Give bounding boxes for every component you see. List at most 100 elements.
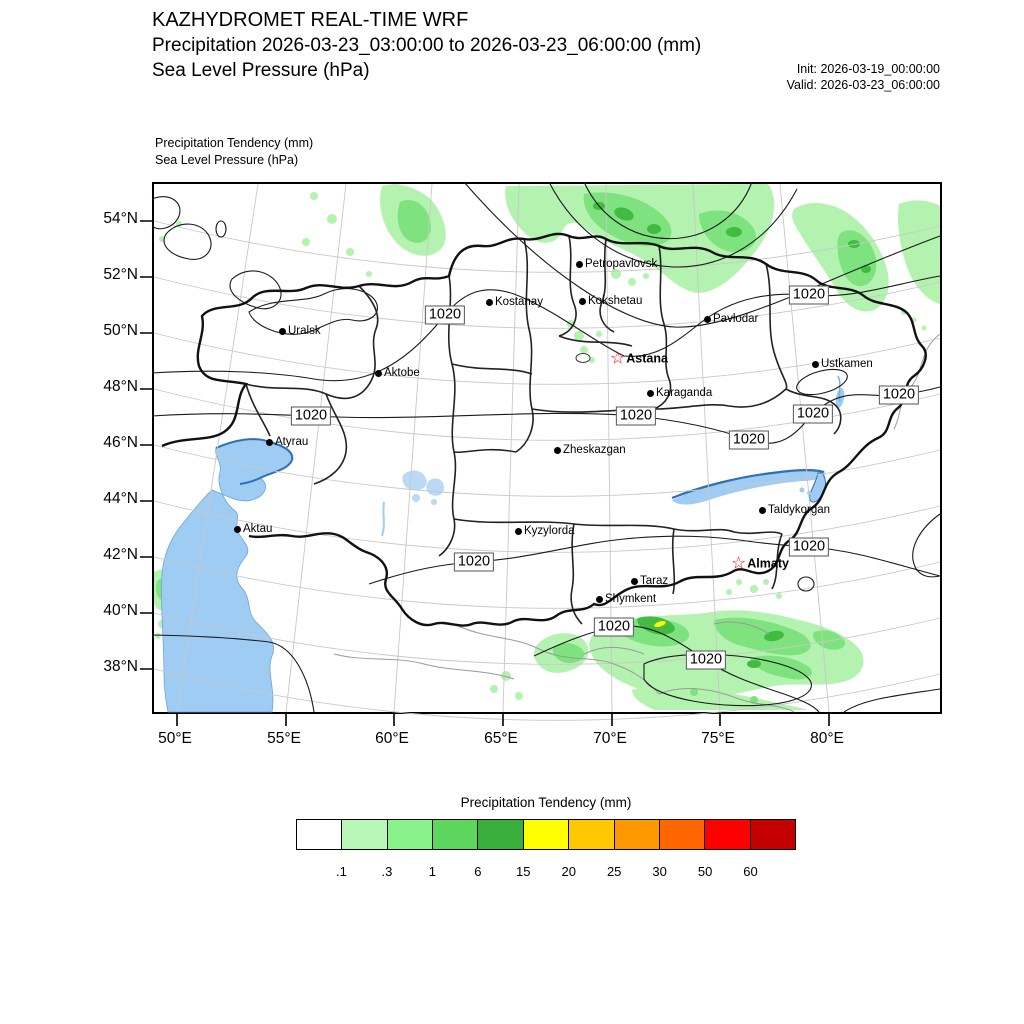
city-petropavlovsk: Petropavlovsk bbox=[576, 258, 657, 270]
colorbar-tick: 15 bbox=[516, 864, 531, 879]
city-label: Aktobe bbox=[384, 367, 420, 379]
map-canvas bbox=[140, 181, 941, 726]
valid-time: Valid: 2026-03-23_06:00:00 bbox=[786, 77, 940, 92]
pressure-label-layer: 1020 1020 1020 1020 1020 1020 1020 1020 1020 1020… bbox=[154, 184, 940, 712]
city-dot-icon bbox=[266, 438, 273, 446]
pressure-label: 1020 bbox=[728, 430, 770, 450]
header: KAZHYDROMET REAL-TIME WRF Precipitation … bbox=[152, 7, 701, 83]
legend-slp-line: Sea Level Pressure (hPa) bbox=[155, 152, 299, 167]
city-label: Kostanay bbox=[495, 296, 543, 308]
colorbar-tick: 25 bbox=[606, 864, 622, 879]
city-label: Almaty bbox=[747, 556, 789, 570]
city-label: Kokshetau bbox=[588, 295, 643, 307]
colorbar-cell bbox=[433, 820, 479, 849]
city-label: Karaganda bbox=[656, 387, 713, 399]
city-taldykorgan: Taldykorgan bbox=[759, 504, 830, 516]
slp-subtitle: Sea Level Pressure (hPa) bbox=[152, 60, 370, 81]
lon-label: 65°E bbox=[484, 730, 518, 747]
pressure-label: 1020 bbox=[615, 406, 657, 426]
lon-label: 70°E bbox=[593, 730, 627, 747]
city-dot-icon bbox=[759, 506, 766, 514]
colorbar-tick: 60 bbox=[743, 864, 758, 879]
city-ustkamen: Ustkamen bbox=[812, 358, 873, 370]
city-pavlodar: Pavlodar bbox=[704, 313, 758, 325]
colorbar-cell bbox=[342, 820, 388, 849]
colorbar-title: Precipitation Tendency (mm) bbox=[460, 795, 632, 810]
city-dot-icon bbox=[234, 525, 241, 533]
city-aktobe: Aktobe bbox=[375, 367, 420, 379]
city-dot-icon bbox=[576, 260, 583, 268]
pressure-label: 1020 bbox=[424, 305, 466, 325]
colorbar-tick: .1 bbox=[336, 864, 347, 879]
oblast-borders bbox=[245, 235, 842, 625]
lat-label: 50°N bbox=[103, 322, 138, 339]
colorbar-cell bbox=[523, 820, 570, 849]
city-dot-icon bbox=[704, 315, 711, 323]
lon-label: 55°E bbox=[267, 730, 301, 747]
precip-yellow-spot bbox=[654, 620, 666, 628]
lat-label: 38°N bbox=[103, 658, 138, 675]
lat-label: 42°N bbox=[103, 546, 138, 563]
city-taraz: Taraz bbox=[631, 575, 668, 587]
city-dot-icon bbox=[631, 577, 638, 585]
city-dot-icon bbox=[647, 389, 654, 397]
colorbar-cells bbox=[296, 819, 796, 850]
init-time: Init: 2026-03-19_00:00:00 bbox=[796, 62, 940, 76]
city-dot-icon bbox=[554, 446, 561, 454]
city-label: Aktau bbox=[243, 523, 273, 535]
city-label: Petropavlovsk bbox=[585, 258, 658, 270]
map-legend: Precipitation Tendency (mm) Sea Level Pr… bbox=[155, 135, 313, 168]
axis-ticks bbox=[140, 220, 830, 726]
colorbar-cell bbox=[614, 820, 660, 849]
city-label: Astana bbox=[626, 351, 668, 365]
lon-label: 75°E bbox=[701, 730, 735, 747]
syr-darya-river bbox=[381, 501, 385, 537]
pressure-label: 1020 bbox=[593, 617, 635, 637]
colorbar-tick: 1 bbox=[428, 864, 436, 879]
lon-label: 50°E bbox=[158, 730, 192, 747]
city-dot-icon bbox=[279, 327, 286, 335]
irtysh-river bbox=[837, 375, 841, 403]
country-border bbox=[161, 232, 927, 627]
city-dot-icon bbox=[486, 298, 493, 306]
city-label: Pavlodar bbox=[713, 313, 759, 325]
map-frame: 1020 1020 1020 1020 1020 1020 1020 1020 1020 1020… bbox=[140, 181, 942, 726]
city-dot-icon bbox=[375, 369, 382, 377]
init-valid-block: Init: 2026-03-19_00:00:00 Valid: 2026-03… bbox=[787, 62, 940, 93]
colorbar-cell bbox=[750, 820, 795, 849]
city-almaty: ☆ Almaty bbox=[731, 555, 789, 572]
lon-label: 60°E bbox=[375, 730, 409, 747]
city-label: Kyzylorda bbox=[524, 525, 575, 537]
pressure-label: 1020 bbox=[788, 285, 830, 305]
city-label: Shymkent bbox=[605, 593, 657, 605]
legend-precip-line: Precipitation Tendency (mm) bbox=[155, 136, 314, 150]
city-dot-icon bbox=[596, 595, 603, 603]
lat-label: 46°N bbox=[103, 434, 138, 451]
city-kyzylorda: Kyzylorda bbox=[515, 525, 575, 537]
city-label: Atyrau bbox=[275, 436, 309, 448]
city-aktau: Aktau bbox=[234, 523, 272, 535]
city-shymkent: Shymkent bbox=[596, 593, 656, 605]
precip-period-subtitle: Precipitation 2026-03-23_03:00:00 to 202… bbox=[152, 35, 702, 56]
city-dot-icon bbox=[579, 297, 586, 305]
city-astana: ☆ Astana bbox=[610, 350, 668, 367]
city-uralsk: Uralsk bbox=[279, 325, 321, 337]
city-zheskazgan: Zheskazgan bbox=[554, 444, 626, 456]
colorbar-tick-labels: .1 .3 1 6 15 20 25 30 50 60 bbox=[296, 864, 796, 884]
colorbar-cell bbox=[297, 820, 343, 849]
city-layer: Petropavlovsk Kostanay Kokshetau Pavlodar Ur… bbox=[154, 184, 940, 712]
lat-label: 48°N bbox=[103, 378, 138, 395]
lat-label: 40°N bbox=[103, 602, 138, 619]
city-label: Uralsk bbox=[288, 325, 321, 337]
city-kokshetau: Kokshetau bbox=[579, 295, 642, 307]
city-dot-icon bbox=[515, 527, 522, 535]
caspian-north-coast bbox=[215, 438, 294, 485]
city-kostanay: Kostanay bbox=[486, 296, 543, 308]
lat-label: 44°N bbox=[103, 490, 138, 507]
city-label: Taldykorgan bbox=[768, 504, 831, 516]
lake-balkhash bbox=[672, 469, 826, 505]
city-label: Zheskazgan bbox=[563, 444, 626, 456]
colorbar-tick: 50 bbox=[697, 864, 713, 879]
colorbar-tick: 30 bbox=[652, 864, 667, 879]
